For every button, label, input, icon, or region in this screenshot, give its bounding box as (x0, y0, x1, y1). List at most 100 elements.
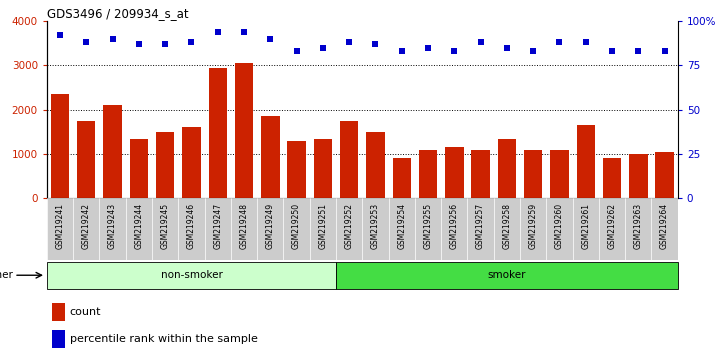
Text: GSM219242: GSM219242 (81, 203, 91, 249)
Bar (415, 198, 441, 260)
Bar (336, 198, 362, 260)
Text: GSM219250: GSM219250 (292, 203, 301, 249)
Point (554, 40, 565, 45)
Text: GSM219253: GSM219253 (371, 203, 380, 249)
Point (133, 41, 145, 47)
Text: non-smoker: non-smoker (161, 270, 222, 280)
Point (265, 36, 276, 42)
Bar (50, 94, 69, 198)
Bar (419, 149, 437, 198)
Bar (363, 198, 389, 260)
Bar (152, 198, 178, 260)
Bar (625, 198, 652, 260)
Bar (205, 198, 231, 260)
Point (317, 45, 329, 51)
Bar (235, 63, 253, 198)
Bar (472, 149, 490, 198)
Text: GSM219251: GSM219251 (319, 203, 327, 249)
Bar (547, 198, 572, 260)
Point (107, 36, 118, 42)
Point (527, 48, 539, 54)
Text: GSM219260: GSM219260 (555, 203, 564, 249)
Bar (125, 198, 152, 260)
Bar (389, 198, 415, 260)
Bar (494, 198, 520, 260)
Point (501, 45, 513, 51)
Bar (572, 198, 599, 260)
Bar (497, 138, 516, 198)
Bar (47, 198, 73, 260)
Bar (629, 154, 647, 198)
Bar (599, 198, 625, 260)
Point (159, 41, 171, 47)
Text: GSM219243: GSM219243 (108, 203, 117, 249)
Bar (314, 138, 332, 198)
Text: GSM219252: GSM219252 (345, 203, 354, 249)
Bar (550, 149, 569, 198)
Bar (310, 198, 336, 260)
Text: GSM219257: GSM219257 (476, 203, 485, 249)
Bar (231, 198, 257, 260)
Text: GSM219263: GSM219263 (634, 203, 643, 249)
Text: GSM219249: GSM219249 (266, 203, 275, 249)
Bar (340, 121, 358, 198)
Text: GSM219241: GSM219241 (56, 203, 64, 249)
Bar (652, 198, 678, 260)
Point (212, 29, 224, 35)
Bar (655, 152, 674, 198)
Point (448, 48, 460, 54)
Point (291, 48, 302, 54)
Text: GDS3496 / 209934_s_at: GDS3496 / 209934_s_at (47, 7, 188, 20)
Text: GSM219264: GSM219264 (660, 203, 669, 249)
Point (632, 48, 644, 54)
Bar (73, 198, 99, 260)
Text: GSM219246: GSM219246 (187, 203, 196, 249)
Bar (288, 141, 306, 198)
Bar (52, 303, 65, 321)
Text: GSM219258: GSM219258 (503, 203, 511, 249)
Point (606, 48, 618, 54)
Bar (467, 198, 494, 260)
Point (396, 48, 407, 54)
Bar (257, 198, 283, 260)
Point (54, 33, 66, 38)
Text: GSM219244: GSM219244 (134, 203, 143, 249)
Bar (336, 262, 678, 289)
Bar (603, 159, 622, 198)
Bar (445, 147, 464, 198)
Bar (103, 105, 122, 198)
Bar (47, 262, 336, 289)
Point (659, 48, 671, 54)
Bar (520, 198, 547, 260)
Bar (130, 138, 148, 198)
Bar (208, 68, 227, 198)
Text: GSM219259: GSM219259 (528, 203, 538, 249)
Bar (52, 330, 65, 348)
Text: percentile rank within the sample: percentile rank within the sample (69, 334, 257, 344)
Bar (261, 116, 280, 198)
Text: GSM219262: GSM219262 (608, 203, 616, 249)
Bar (283, 198, 310, 260)
Text: GSM219247: GSM219247 (213, 203, 222, 249)
Point (186, 40, 198, 45)
Bar (524, 149, 542, 198)
Text: GSM219254: GSM219254 (397, 203, 406, 249)
Point (475, 40, 487, 45)
Bar (156, 132, 174, 198)
Bar (178, 198, 205, 260)
Point (580, 40, 591, 45)
Text: GSM219261: GSM219261 (581, 203, 590, 249)
Bar (577, 125, 595, 198)
Bar (182, 127, 200, 198)
Text: GSM219256: GSM219256 (450, 203, 459, 249)
Point (423, 45, 434, 51)
Text: GSM219245: GSM219245 (161, 203, 169, 249)
Point (238, 29, 249, 35)
Point (343, 40, 355, 45)
Text: GSM219255: GSM219255 (423, 203, 433, 249)
Text: smoker: smoker (487, 270, 526, 280)
Bar (441, 198, 467, 260)
Bar (99, 198, 125, 260)
Bar (366, 132, 384, 198)
Bar (392, 159, 411, 198)
